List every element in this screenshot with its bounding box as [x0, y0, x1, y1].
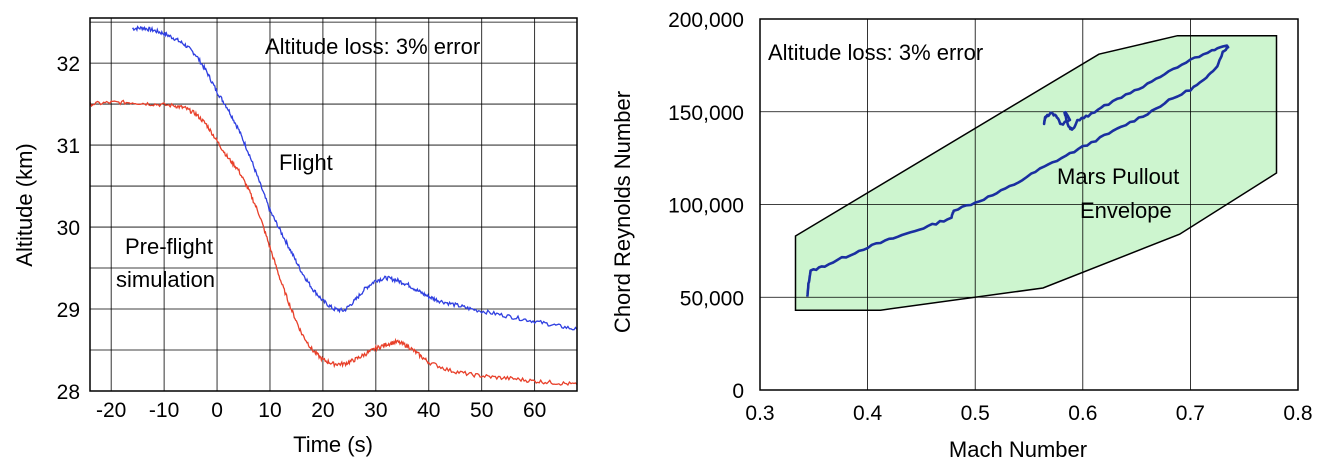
- altitude-y-tick-label: 32: [57, 53, 80, 76]
- altitude-x-tick-label: 10: [258, 399, 281, 422]
- reynolds-x-tick-label: 0.6: [1068, 402, 1097, 425]
- altitude-y-tick-label: 29: [57, 299, 80, 322]
- reynolds-y-label: Chord Reynolds Number: [610, 91, 635, 333]
- trajectory-layer: [806, 44, 1230, 297]
- reynolds-y-ticks: 0 50,000 100,000 150,000 200,000: [668, 9, 744, 403]
- altitude-x-tick-label: 60: [523, 399, 546, 422]
- reynolds-y-tick-label: 100,000: [668, 195, 744, 218]
- simulation-series-line: [89, 99, 578, 387]
- reynolds-y-tick-label: 200,000: [668, 9, 744, 32]
- reynolds-y-tick-label: 150,000: [668, 102, 744, 125]
- reynolds-x-tick-label: 0.5: [961, 402, 990, 425]
- altitude-x-tick-label: 20: [311, 399, 334, 422]
- flight-label: Flight: [279, 150, 333, 175]
- altitude-series: [89, 25, 578, 387]
- altitude-y-tick-label: 30: [57, 217, 80, 240]
- altitude-x-tick-label: 30: [364, 399, 387, 422]
- altitude-x-tick-label: -10: [149, 399, 179, 422]
- altitude-grid: [90, 18, 577, 392]
- altitude-plot-frame: [89, 17, 578, 392]
- reynolds-x-tick-label: 0.4: [853, 402, 883, 425]
- reynolds-x-tick-label: 0.8: [1283, 402, 1312, 425]
- altitude-x-tick-label: 0: [211, 399, 223, 422]
- sim-label-line1: Pre-flight: [125, 234, 213, 259]
- reynolds-chart: 0.3 0.4 0.5 0.6 0.7 0.8 0 50,000 100,000 150,000…: [610, 9, 1313, 462]
- reynolds-plot-frame: [759, 18, 1299, 391]
- altitude-x-label: Time (s): [293, 432, 373, 457]
- mach-reynolds-trajectory: [806, 44, 1230, 297]
- reynolds-x-tick-label: 0.7: [1176, 402, 1205, 425]
- altitude-y-ticks: 28 29 30 31 32: [57, 53, 80, 404]
- sim-label-line2: simulation: [116, 267, 215, 292]
- reynolds-x-tick-label: 0.3: [745, 402, 774, 425]
- flight-series-line: [132, 25, 578, 331]
- reynolds-x-ticks: 0.3 0.4 0.5 0.6 0.7 0.8: [745, 402, 1312, 425]
- envelope-label-line1: Mars Pullout: [1057, 164, 1179, 189]
- envelope-label-line2: Envelope: [1080, 198, 1172, 223]
- altitude-y-label: Altitude (km): [12, 143, 37, 266]
- reynolds-annotation: Altitude loss: 3% error: [768, 40, 983, 65]
- altitude-y-tick-label: 31: [57, 135, 80, 158]
- reynolds-y-tick-label: 50,000: [680, 287, 744, 310]
- reynolds-x-label: Mach Number: [949, 437, 1087, 462]
- altitude-x-tick-label: 50: [470, 399, 493, 422]
- altitude-annotation: Altitude loss: 3% error: [265, 34, 480, 59]
- reynolds-y-tick-label: 0: [732, 380, 744, 403]
- altitude-x-ticks: -20 -10 0 10 20 30 40 50 60: [96, 399, 546, 422]
- altitude-x-tick-label: -20: [96, 399, 126, 422]
- altitude-x-tick-label: 40: [417, 399, 440, 422]
- altitude-y-tick-label: 28: [57, 381, 80, 404]
